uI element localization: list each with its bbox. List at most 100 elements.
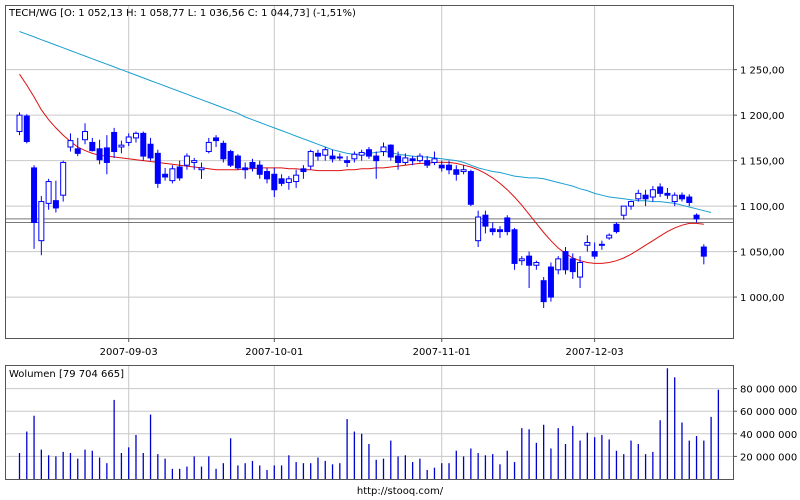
candle-body-up bbox=[191, 160, 198, 163]
candle-body-down bbox=[547, 266, 554, 298]
candle-body-down bbox=[162, 173, 169, 178]
candle-body-down bbox=[489, 228, 496, 233]
candle-body-down bbox=[504, 217, 511, 233]
candle-body-up bbox=[38, 201, 45, 242]
price-x-tick-label: 2007-09-03 bbox=[100, 347, 158, 358]
ma-line-short bbox=[19, 73, 704, 264]
candle-body-down bbox=[176, 166, 183, 179]
price-grid bbox=[6, 6, 733, 338]
candle-body-up bbox=[518, 258, 525, 262]
price-x-tick-label: 2007-12-03 bbox=[566, 347, 624, 358]
candle-body-down bbox=[373, 155, 380, 162]
candle-body-down bbox=[424, 160, 431, 166]
candle-body-down bbox=[314, 152, 321, 157]
candle-body-down bbox=[526, 255, 533, 266]
candle-body-up bbox=[82, 131, 89, 141]
candle-body-down bbox=[700, 246, 707, 257]
volume-header: Wolumen [79 704 665] bbox=[9, 369, 124, 380]
ma-line-long bbox=[19, 31, 712, 213]
candle-body-down bbox=[395, 155, 402, 163]
candle-body-up bbox=[293, 174, 300, 183]
price-y-tick-label: 1 200,00 bbox=[740, 111, 785, 122]
reference-lines bbox=[6, 218, 733, 223]
candle-body-up bbox=[132, 132, 139, 139]
candle-body-up bbox=[460, 169, 467, 173]
volume-bars bbox=[18, 368, 720, 479]
price-y-tick-label: 1 150,00 bbox=[740, 157, 785, 168]
candle-body-up bbox=[205, 141, 212, 153]
candle-body-down bbox=[409, 158, 416, 162]
candle-body-down bbox=[387, 144, 394, 158]
candle-body-down bbox=[453, 169, 460, 175]
candle-body-up bbox=[183, 155, 190, 166]
volume-y-axis: 20 000 000 40 000 000 60 000 000 80 000 000 bbox=[733, 385, 797, 463]
candle-body-up bbox=[475, 216, 482, 242]
candle-body-down bbox=[657, 186, 664, 194]
candle-body-up bbox=[649, 189, 656, 198]
candle-body-up bbox=[198, 167, 205, 171]
candle-body-down bbox=[220, 142, 227, 160]
candle-body-down bbox=[336, 156, 343, 159]
candle-body-down bbox=[511, 229, 518, 264]
candle-body-up bbox=[598, 243, 605, 246]
price-y-tick-label: 1 050,00 bbox=[740, 248, 785, 259]
candle-body-down bbox=[234, 155, 241, 169]
candle-body-up bbox=[584, 241, 591, 246]
candle-body-up bbox=[285, 178, 292, 183]
candle-body-down bbox=[591, 251, 598, 257]
price-y-tick-label: 1 100,00 bbox=[740, 202, 785, 213]
candle-body-down bbox=[271, 173, 278, 191]
candle-body-up bbox=[307, 151, 314, 167]
candle-body-up bbox=[125, 136, 132, 143]
candle-body-down bbox=[89, 141, 96, 152]
candle-body-down bbox=[154, 152, 161, 184]
candle-body-down bbox=[664, 192, 671, 196]
candle-body-down bbox=[678, 194, 685, 200]
candle-body-down bbox=[52, 200, 59, 209]
candle-body-down bbox=[96, 148, 103, 161]
moving-averages bbox=[19, 31, 712, 264]
candle-body-down bbox=[613, 223, 620, 233]
candle-body-up bbox=[577, 262, 584, 278]
candle-body-down bbox=[467, 171, 474, 205]
candle-body-down bbox=[365, 149, 372, 157]
candle-body-up bbox=[351, 153, 358, 160]
candle-body-up bbox=[555, 258, 562, 271]
candle-body-up bbox=[606, 234, 613, 239]
candle-body-up bbox=[620, 205, 627, 216]
candle-body-up bbox=[533, 262, 540, 266]
price-y-axis: 1 000,00 1 050,00 1 100,00 1 150,00 1 200,00… bbox=[733, 66, 785, 304]
candle-body-down bbox=[31, 167, 38, 223]
candle-body-up bbox=[416, 155, 423, 162]
candle-body-up bbox=[358, 151, 365, 156]
candle-body-up bbox=[380, 146, 387, 153]
candle-body-down bbox=[329, 155, 336, 160]
candle-body-down bbox=[569, 258, 576, 273]
price-header: TECH/WG [O: 1 052,13 H: 1 058,77 L: 1 03… bbox=[8, 8, 356, 19]
candle-body-down bbox=[213, 137, 220, 142]
candle-body-up bbox=[402, 157, 409, 163]
volume-y-tick-label: 20 000 000 bbox=[740, 452, 797, 463]
candle-body-down bbox=[446, 164, 453, 171]
candle-body-up bbox=[67, 140, 74, 148]
candle-body-down bbox=[693, 214, 700, 220]
candle-body-down bbox=[147, 143, 154, 159]
candle-body-up bbox=[671, 194, 678, 203]
candle-body-down bbox=[300, 168, 307, 173]
footer-url[interactable]: http://stooq.com/ bbox=[357, 486, 444, 497]
candle-body-down bbox=[562, 251, 569, 271]
candle-body-up bbox=[635, 192, 642, 200]
candle-body-down bbox=[264, 171, 271, 180]
price-x-tick-label: 2007-11-01 bbox=[413, 347, 471, 358]
candle-body-up bbox=[45, 181, 52, 204]
candle-body-down bbox=[256, 164, 263, 175]
candle-body-down bbox=[111, 131, 118, 153]
price-x-axis: 2007-09-03 2007-10-01 2007-11-01 2007-12-03 bbox=[100, 338, 624, 358]
candle-body-up bbox=[628, 201, 635, 207]
candle-body-up bbox=[322, 149, 329, 156]
candle-body-up bbox=[16, 114, 23, 133]
volume-y-tick-label: 80 000 000 bbox=[740, 385, 797, 396]
candle-body-down bbox=[482, 214, 489, 227]
